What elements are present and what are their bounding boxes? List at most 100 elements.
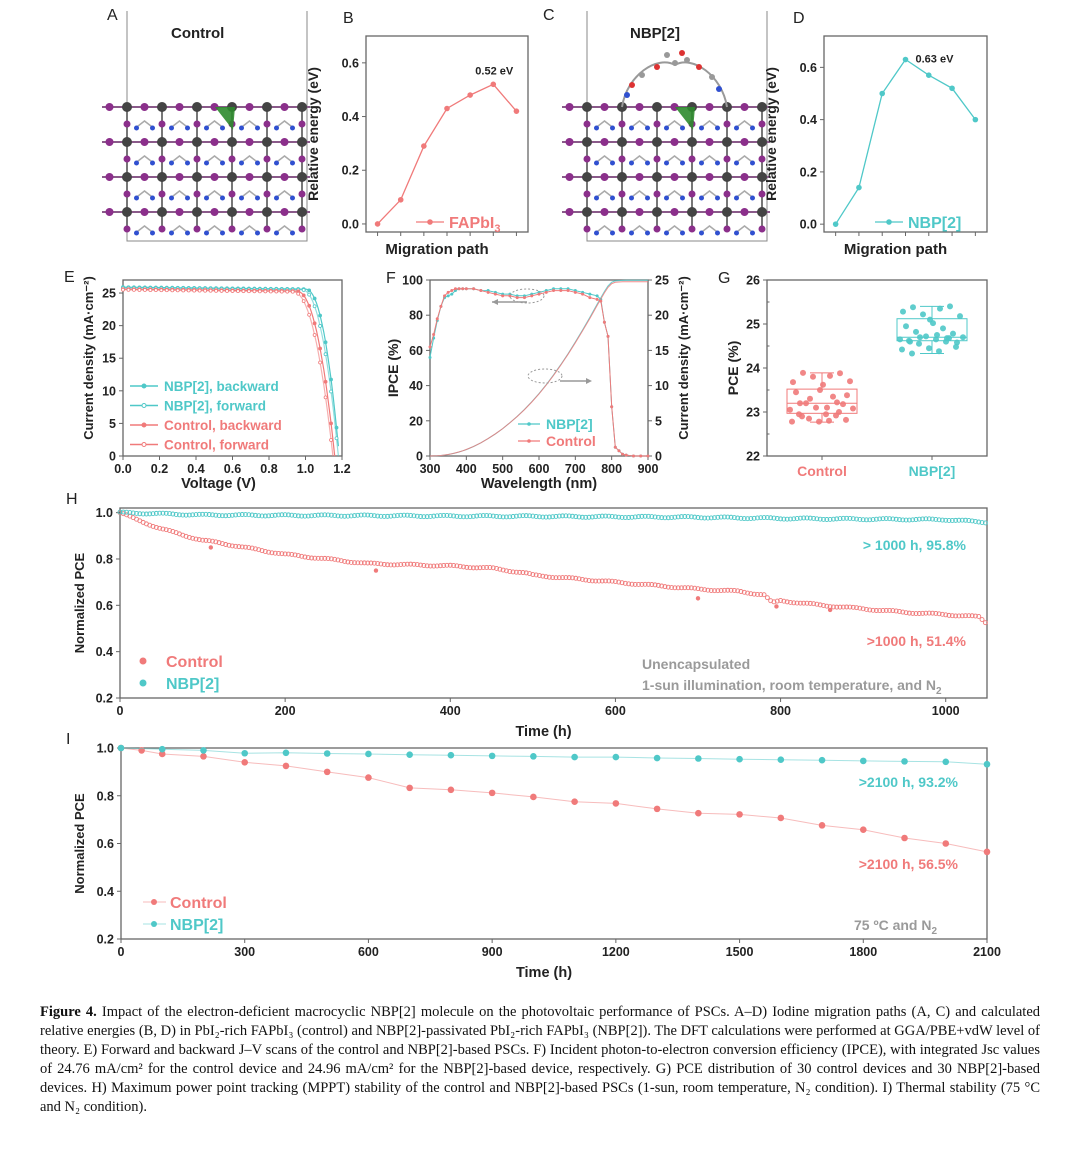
data-point [472,287,476,291]
data-point [653,754,661,762]
molecule-atom [716,86,722,92]
data-point [956,613,962,619]
data-point [424,563,430,569]
legend-label: Control, forward [164,438,269,453]
data-point [408,513,414,518]
data-point [358,560,364,566]
nitrogen-atom [680,230,685,236]
data-point [193,536,199,542]
lead-atom [157,207,167,217]
data-point [302,513,308,519]
data-point [206,512,212,517]
data-point [832,221,839,227]
data-point [939,517,945,523]
nitrogen-atom [645,230,650,236]
data-point [214,288,218,293]
data-point [801,600,807,606]
chart-F: F 0 20 40 60 80 100 0 5 10 15 20 25 300 400 500 600 700 80… [385,270,691,492]
data-point [797,515,803,521]
nitrogen-atom [680,195,685,201]
data-point [196,537,202,543]
fa-cation [665,155,684,164]
lead-atom [722,172,732,182]
nitrogen-atom [699,160,704,166]
data-point [803,400,809,407]
data-point [233,512,239,518]
data-point [374,221,381,227]
data-point [537,573,542,578]
series-line [377,83,517,225]
data-point [305,513,311,519]
data-point [982,520,988,526]
data-point [450,289,454,293]
y-tick-label: 20 [409,414,423,428]
nitrogen-atom [290,230,295,236]
data-point [355,560,361,566]
data-point [794,516,800,521]
data-point [530,753,537,760]
data-point [930,516,935,522]
data-point [596,578,602,584]
iodine-atom [583,155,591,163]
lead-atom [757,172,767,182]
data-point [867,607,873,613]
data-point [847,515,853,521]
data-point [334,436,339,441]
fa-cation [205,120,224,129]
data-point [348,513,354,519]
data-point [170,511,176,517]
legend-marker [139,657,147,665]
data-point [810,373,816,380]
data-point [503,514,509,520]
data-point [571,798,578,806]
data-point [960,334,966,341]
x-tick-label: 1.0 [297,462,314,476]
data-point [603,513,608,519]
data-point [200,537,206,543]
data-point [771,515,777,521]
iodine-atom [740,103,749,111]
data-point [940,325,946,332]
data-point [441,563,447,568]
data-point [893,608,899,614]
data-point [560,575,566,581]
data-point [712,515,717,521]
nitrogen-atom [610,125,615,131]
data-point [467,565,473,571]
iodine-atom [158,120,166,128]
data-point [259,513,265,519]
data-point [397,196,404,203]
data-point [793,389,799,396]
data-point [296,291,301,296]
legend-label: NBP[2] [170,917,223,934]
data-point [588,292,592,296]
data-point [913,611,919,616]
lead-atom [262,102,272,112]
data-point [229,512,235,518]
data-point [840,604,846,610]
data-point [665,515,671,521]
data-point [662,515,668,521]
data-point [814,516,820,522]
data-point [595,294,599,298]
data-point [890,516,896,522]
data-point [736,755,743,763]
data-point [626,581,632,587]
data-point [406,784,413,792]
data-point [583,577,589,583]
data-point [942,758,950,766]
lead-atom [687,137,697,147]
data-point [394,513,400,518]
data-point [913,328,919,335]
data-point [444,105,450,112]
data-point [381,513,387,519]
data-point [474,513,480,519]
fa-cation [275,120,294,129]
data-point [821,516,826,522]
data-point [728,514,734,520]
data-point [164,288,169,293]
data-point [937,305,943,312]
data-point [943,612,949,618]
nitrogen-atom [274,230,279,236]
data-point [708,588,714,593]
